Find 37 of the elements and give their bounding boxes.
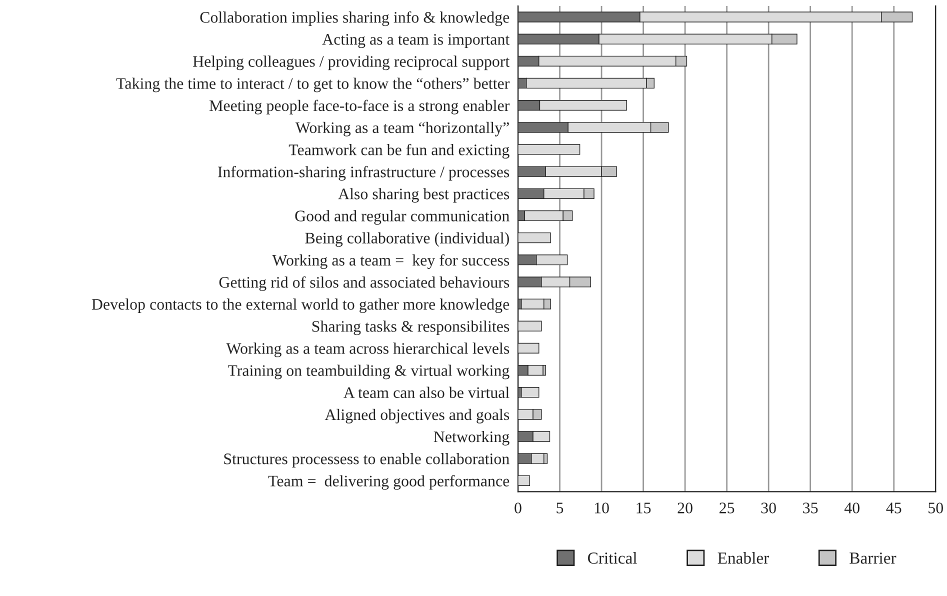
y-tick-label: Aligned objectives and goals: [324, 408, 510, 424]
legend-label: Enabler: [718, 552, 769, 564]
x-tick-label: 0: [514, 502, 522, 514]
y-tick-label: Getting rid of silos and associated behaviours: [219, 276, 510, 292]
y-tick-label: Good and regular communication: [295, 210, 510, 225]
y-tick-label: Information-sharing infrastructure / processes: [218, 166, 510, 181]
x-tick-label: 10: [594, 502, 609, 514]
x-tick-label: 30: [761, 502, 776, 514]
y-tick-label: Meeting people face-to-face is a strong enabler: [209, 100, 510, 114]
y-tick-label: Sharing tasks & responsibilites: [312, 320, 510, 336]
y-tick-label: Networking: [434, 430, 510, 446]
y-tick-label: Working as a team “horizontally”: [295, 122, 509, 136]
x-tick-label: 40: [844, 502, 860, 514]
x-tick-label: 5: [556, 502, 564, 514]
y-tick-label: Also sharing best practices: [338, 188, 510, 203]
y-tick-label: Collaboration implies sharing info & knowledge: [200, 11, 510, 26]
y-tick-label: Working as a team across hierarchical levels: [226, 342, 510, 358]
y-tick-label: A team can also be virtual: [344, 386, 510, 398]
x-tick-label: 35: [803, 502, 818, 514]
y-tick-label: Develop contacts to the external world to gather more knowledge: [92, 298, 510, 314]
y-tick-label: Being collaborative (individual): [305, 232, 509, 247]
y-tick-label: Acting as a team is important: [322, 34, 510, 48]
y-tick-label: Training on teambuilding & virtual working: [228, 364, 510, 380]
bar: [521, 387, 540, 398]
legend-label: Barrier: [850, 552, 896, 564]
x-tick-label: 25: [720, 502, 734, 514]
y-tick-label: Structures processess to enable collaboration: [224, 453, 510, 468]
x-tick-label: 45: [886, 502, 902, 514]
y-tick-label: Working as a team = key for success: [272, 254, 510, 269]
y-tick-label: Helping colleagues / providing reciprocal support: [192, 56, 510, 70]
y-tick-label: Taking the time to interact / to get to know the “others” better: [116, 78, 510, 92]
y-tick-label: Teamwork can be fun and exicting: [288, 144, 510, 159]
legend-label: Critical: [588, 552, 637, 564]
x-tick-label: 15: [636, 502, 651, 514]
y-tick-label: Team = delivering good performance: [268, 475, 510, 490]
x-tick-label: 20: [678, 502, 692, 514]
x-tick-label: 50: [928, 502, 944, 514]
